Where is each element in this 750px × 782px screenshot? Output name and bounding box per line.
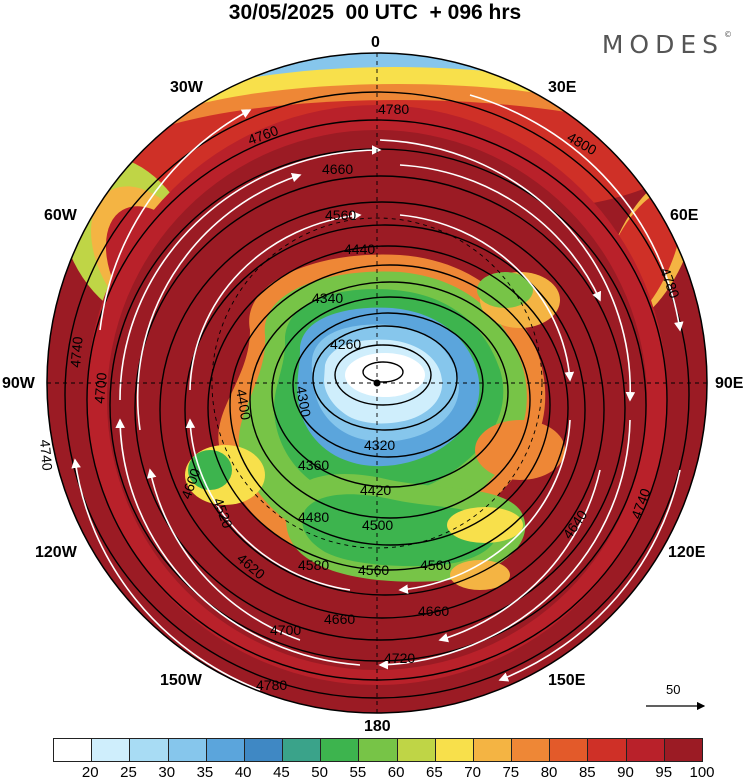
meridian-label-0: 0 (371, 34, 380, 51)
colorbar-swatch (168, 739, 207, 761)
colorbar-swatch (130, 739, 169, 761)
contour-label: 4740 (67, 336, 86, 369)
meridian-label-60e: 60E (670, 207, 699, 224)
colorbar-tick-label: 35 (196, 764, 214, 781)
colorbar-swatch (321, 739, 360, 761)
meridian-label-120w: 120W (35, 544, 77, 561)
humidity-field (47, 53, 707, 713)
colorbar (53, 738, 703, 762)
contour-label: 4720 (384, 650, 415, 666)
contour-label: 4700 (270, 622, 301, 638)
colorbar-tick-label: 95 (655, 764, 673, 781)
colorbar-swatch (550, 739, 589, 761)
colorbar-swatch (512, 739, 551, 761)
colorbar-swatch (473, 739, 513, 761)
meridian-label-60w: 60W (44, 207, 77, 224)
colorbar-swatch (359, 739, 398, 761)
colorbar-tick-label: 60 (387, 764, 405, 781)
contour-label: 4780 (256, 677, 287, 693)
colorbar-swatch (283, 739, 322, 761)
contour-label: 4660 (418, 603, 449, 619)
contour-labels: 4780 4760 4800 4660 4560 4440 4340 4260 … (37, 101, 683, 693)
contour-label: 4780 (378, 101, 409, 117)
contour-label: 4700 (91, 372, 110, 405)
colorbar-tick-label: 55 (349, 764, 367, 781)
colorbar-swatch (206, 739, 245, 761)
colorbar-tick-label: 90 (617, 764, 634, 781)
map-title: 30/05/2025 00 UTC + 096 hrs (228, 1, 522, 24)
meridian-label-120e: 120E (668, 544, 706, 561)
colorbar-tick-label: 70 (464, 764, 481, 781)
colorbar-tick-label: 80 (540, 764, 558, 781)
colorbar-swatch (244, 739, 284, 761)
meridian-label-30e: 30E (548, 79, 577, 96)
colorbar-tick-label: 85 (578, 764, 596, 781)
colorbar-tick-label: 65 (426, 764, 443, 781)
colorbar-swatch (626, 739, 665, 761)
colorbar-tick-label: 50 (311, 764, 328, 781)
contour-label: 4500 (362, 517, 393, 533)
contour-label: 4560 (325, 207, 356, 223)
contour-label: 4300 (293, 385, 314, 419)
contour-label: 4740 (37, 439, 56, 472)
colorbar-swatch (54, 739, 93, 761)
colorbar-tick-label: 40 (234, 764, 252, 781)
colorbar-swatch (588, 739, 627, 761)
reference-vector: 50 (644, 682, 706, 712)
colorbar-tick-label: 20 (81, 764, 99, 781)
meridian-label-150e: 150E (548, 672, 586, 689)
colorbar-tick-label: 25 (120, 764, 137, 781)
colorbar-tick-label: 100 (689, 764, 715, 781)
colorbar-tick-label: 45 (273, 764, 290, 781)
contour-label: 4660 (324, 611, 355, 627)
contour-label: 4340 (312, 290, 343, 306)
wind-streamlines (71, 94, 684, 691)
colorbar-tick-label: 75 (502, 764, 520, 781)
colorbar-swatch (435, 739, 474, 761)
contour-label: 4360 (298, 457, 329, 473)
meridian-label-180: 180 (364, 718, 391, 735)
meridian-label-30w: 30W (170, 79, 203, 96)
contour-label: 4260 (330, 336, 361, 352)
contour-label: 4400 (233, 388, 254, 422)
north-pole-marker (373, 379, 381, 387)
meridian-label-150w: 150W (160, 672, 202, 689)
brand-name: MODES (601, 30, 724, 59)
contour-label: 4660 (322, 161, 353, 177)
contour-label: 4480 (298, 509, 329, 525)
colorbar-swatch (664, 739, 702, 761)
colorbar-swatch (397, 739, 436, 761)
modes-logo: MODES© (602, 30, 732, 59)
contour-label: 4560 (420, 557, 451, 573)
colorbar-tick-label: 30 (158, 764, 176, 781)
contour-label: 4320 (364, 437, 395, 453)
colorbar-swatch (92, 739, 131, 761)
meridian-label-90e: 90E (715, 375, 744, 392)
map-border (46, 52, 708, 714)
contour-label: 4440 (344, 241, 375, 257)
contour-label: 4560 (358, 562, 389, 578)
colorbar-ticks: 20 25 30 35 40 45 50 55 60 65 70 75 80 85 90 95 100 (53, 764, 715, 782)
contour-label: 4420 (360, 482, 391, 498)
meridian-label-90w: 90W (2, 375, 35, 392)
brand-mark: © (724, 30, 732, 39)
reference-vector-label: 50 (666, 682, 681, 697)
contour-label: 4580 (298, 557, 329, 573)
